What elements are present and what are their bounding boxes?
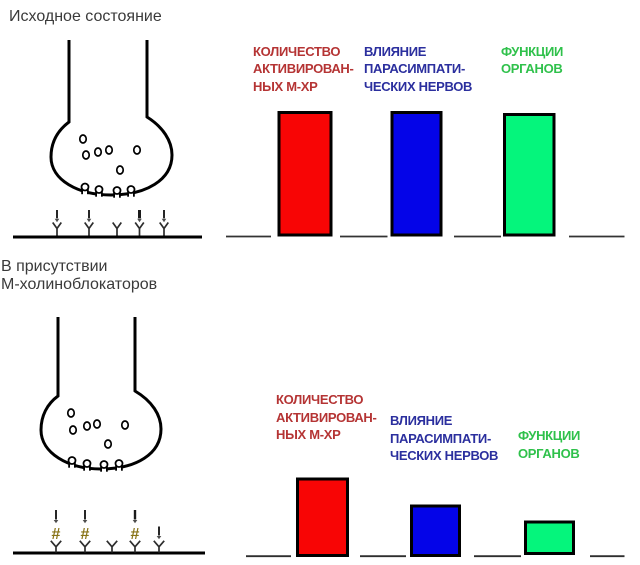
svg-text:#: # bbox=[131, 526, 140, 543]
svg-text:#: # bbox=[81, 526, 90, 543]
svg-text:#: # bbox=[52, 526, 61, 543]
